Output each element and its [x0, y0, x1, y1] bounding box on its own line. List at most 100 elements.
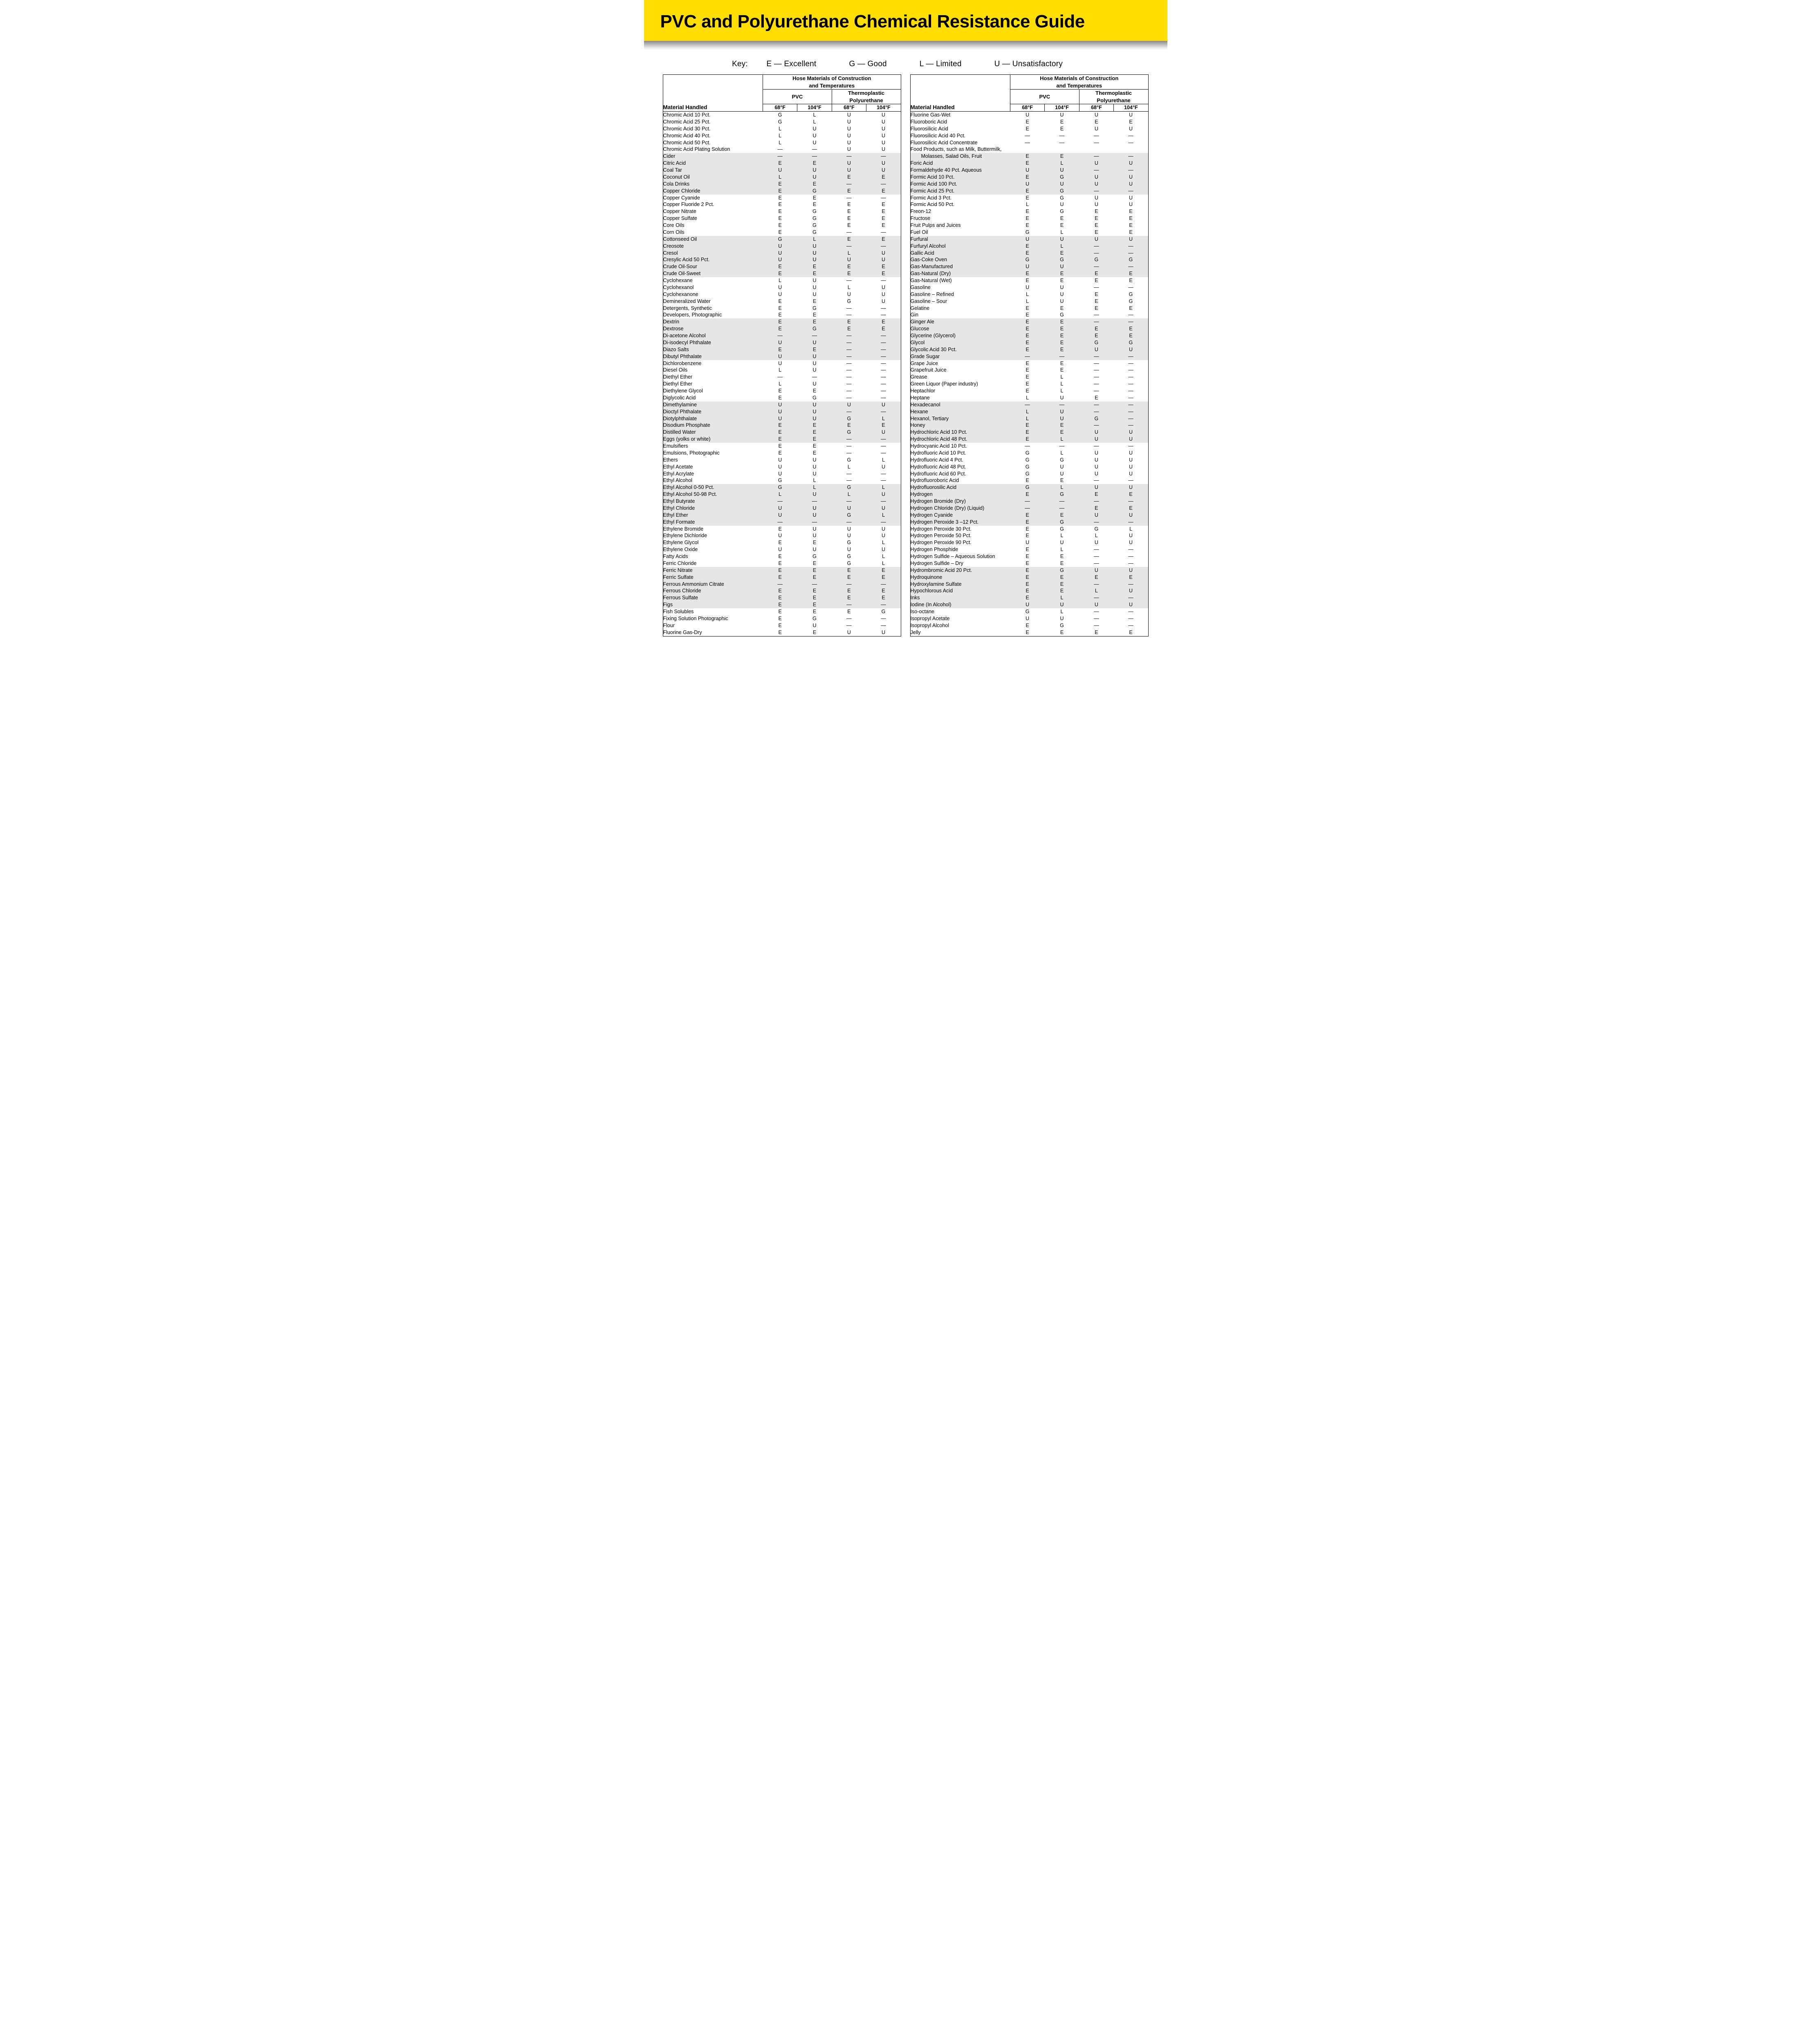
rating-value: —: [866, 346, 901, 353]
rating-value: E: [1079, 394, 1113, 401]
rating-value: E: [797, 567, 832, 574]
rating-value: U: [797, 167, 832, 174]
table-row: JellyEEEE: [910, 629, 1148, 636]
material-name: Diotylphthalate: [663, 415, 763, 422]
rating-value: —: [866, 181, 901, 188]
rating-value: U: [1045, 394, 1079, 401]
rating-value: U: [866, 629, 901, 636]
rating-value: —: [1079, 374, 1113, 381]
material-name: Dibutyl Phthalate: [663, 353, 763, 360]
table-row: Gallic AcidEE——: [910, 250, 1148, 257]
material-name: Hydrogen Cyanide: [910, 512, 1010, 519]
rating-value: —: [1045, 498, 1079, 505]
rating-value: —: [866, 243, 901, 250]
rating-value: E: [1045, 153, 1079, 160]
rating-value: E: [797, 429, 832, 436]
rating-value: —: [1079, 263, 1113, 270]
table-row: Hydrombromic Acid 20 Pct.EGUU: [910, 567, 1148, 574]
rating-value: E: [1114, 270, 1148, 277]
rating-value: E: [1045, 367, 1079, 374]
rating-value: G: [1079, 339, 1113, 346]
rating-value: G: [1114, 291, 1148, 298]
rating-value: E: [1010, 546, 1044, 553]
col-tpu: ThermoplasticPolyurethane: [1079, 90, 1148, 104]
material-name: Fluoroboric Acid: [910, 119, 1010, 126]
rating-value: L: [797, 236, 832, 243]
table-row: Chromic Acid Plating Solution——UU: [663, 146, 901, 153]
rating-value: —: [866, 394, 901, 401]
rating-value: —: [1114, 318, 1148, 325]
table-row: Fluorosilicic AcidEEUU: [910, 126, 1148, 132]
rating-value: E: [1114, 505, 1148, 512]
rating-value: —: [1114, 167, 1148, 174]
table-row: GasolineUU——: [910, 284, 1148, 291]
rating-value: U: [1010, 263, 1044, 270]
rating-value: U: [797, 512, 832, 519]
rating-value: E: [832, 325, 866, 332]
rating-value: U: [832, 146, 866, 153]
rating-value: U: [1045, 284, 1079, 291]
rating-value: E: [1045, 250, 1079, 257]
material-name: Fatty Acids: [663, 553, 763, 560]
rating-value: —: [1114, 263, 1148, 270]
rating-value: U: [1114, 587, 1148, 594]
table-row: Ethylene OxideUUUU: [663, 546, 901, 553]
material-name: Grapefruit Juice: [910, 367, 1010, 374]
rating-value: U: [1114, 457, 1148, 464]
rating-value: —: [866, 388, 901, 394]
rating-value: E: [1010, 119, 1044, 126]
rating-value: E: [1010, 126, 1044, 132]
rating-value: E: [1045, 422, 1079, 429]
rating-value: U: [866, 532, 901, 539]
rating-value: E: [1010, 374, 1044, 381]
rating-value: E: [1079, 215, 1113, 222]
rating-value: E: [1010, 388, 1044, 394]
rating-value: E: [1010, 325, 1044, 332]
material-name: Fluorine Gas-Dry: [663, 629, 763, 636]
rating-value: —: [832, 519, 866, 526]
material-name: Hydrogen Peroxide 30 Pct.: [910, 526, 1010, 533]
rating-value: U: [832, 629, 866, 636]
rating-value: G: [797, 222, 832, 229]
rating-value: U: [1079, 484, 1113, 491]
rating-value: —: [866, 581, 901, 588]
table-row: Citric AcidEEUU: [663, 160, 901, 167]
rating-value: U: [797, 526, 832, 533]
rating-value: —: [1079, 167, 1113, 174]
rating-value: —: [832, 360, 866, 367]
rating-value: U: [866, 146, 901, 153]
rating-value: E: [797, 312, 832, 318]
rating-value: —: [1079, 360, 1113, 367]
tables-container: Material HandledHose Materials of Constr…: [644, 74, 1167, 653]
material-name: Emulsifiers: [663, 443, 763, 450]
rating-value: U: [797, 381, 832, 388]
rating-value: —: [763, 146, 797, 153]
rating-value: E: [797, 443, 832, 450]
table-row: Hexadecanol————: [910, 401, 1148, 408]
rating-value: —: [866, 353, 901, 360]
rating-value: E: [1010, 622, 1044, 629]
rating-value: —: [797, 153, 832, 160]
rating-value: E: [1045, 587, 1079, 594]
rating-value: E: [1079, 270, 1113, 277]
rating-value: E: [832, 222, 866, 229]
table-row: Chromic Acid 50 Pct.LUUU: [663, 139, 901, 146]
rating-value: —: [832, 477, 866, 484]
rating-value: G: [763, 112, 797, 119]
rating-value: E: [866, 587, 901, 594]
rating-value: U: [1010, 181, 1044, 188]
rating-value: —: [1079, 139, 1113, 146]
rating-value: U: [797, 532, 832, 539]
table-row: GelatineEEEE: [910, 305, 1148, 312]
table-row: EthersUUGL: [663, 457, 901, 464]
col-material: Material Handled: [910, 75, 1010, 112]
rating-value: U: [763, 339, 797, 346]
rating-value: U: [797, 250, 832, 257]
material-name: Chromic Acid Plating Solution: [663, 146, 763, 153]
material-name: Copper Cyanide: [663, 195, 763, 202]
rating-value: —: [1114, 139, 1148, 146]
rating-value: E: [1045, 553, 1079, 560]
rating-value: U: [797, 408, 832, 415]
rating-value: —: [832, 229, 866, 236]
table-row: Chromic Acid 40 Pct.LUUU: [663, 132, 901, 139]
